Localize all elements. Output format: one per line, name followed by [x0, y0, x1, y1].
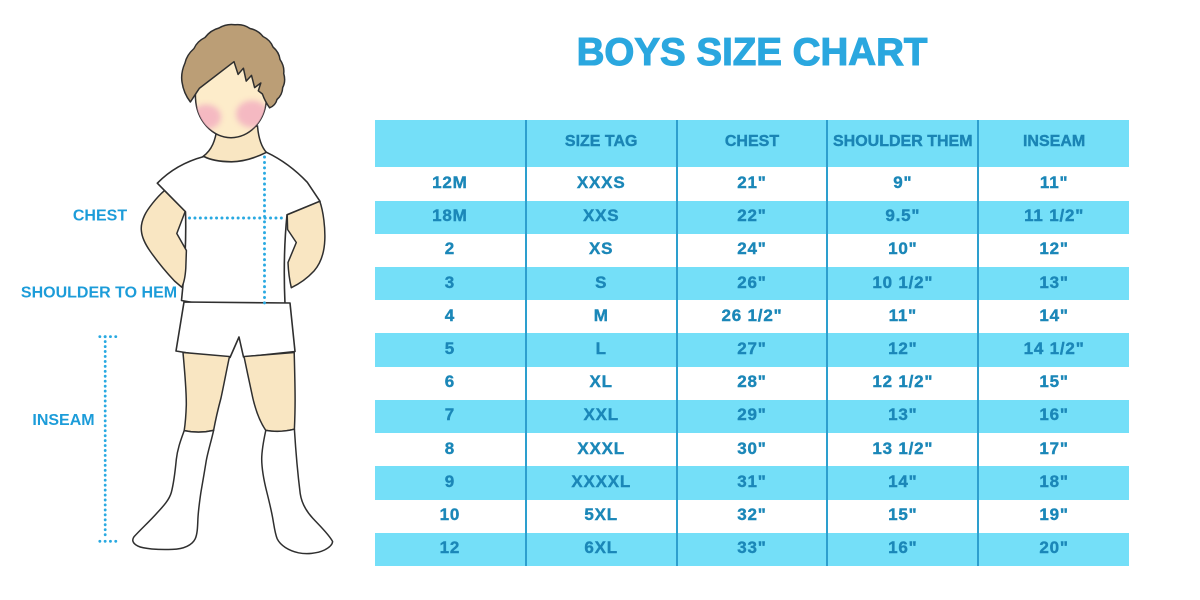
- svg-text:CHEST: CHEST: [73, 208, 127, 225]
- svg-text:INSEAM: INSEAM: [32, 412, 94, 429]
- svg-text:SHOULDER TO HEM: SHOULDER TO HEM: [21, 285, 177, 302]
